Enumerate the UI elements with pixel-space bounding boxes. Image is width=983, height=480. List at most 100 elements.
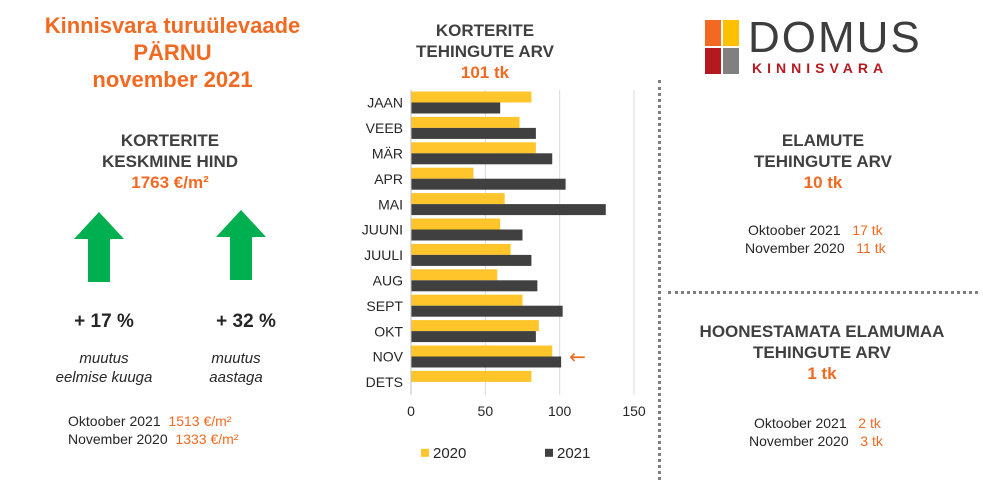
logo-name: DOMUS <box>748 13 922 62</box>
logo-mark-icon <box>705 20 739 74</box>
page-title: Kinnisvara turuülevaade PÄRNU november 2… <box>0 12 345 93</box>
category-label: AUG <box>373 273 403 289</box>
change-month-note-line1: muutus <box>79 350 129 367</box>
chart-header: KORTERITE TEHINGUTE ARV 101 tk <box>385 20 585 84</box>
land-prev-year: November 2020 3 tk <box>749 432 954 450</box>
bar-2020 <box>411 193 505 205</box>
chart-total: 101 tk <box>460 63 510 82</box>
change-year-note: muutus aastaga <box>186 349 286 387</box>
land-prev-month: Oktoober 2021 2 tk <box>754 414 954 432</box>
stat-value: 17 tk <box>852 222 883 238</box>
land-section: HOONESTAMATA ELAMUMAA TEHINGUTE ARV 1 tk <box>672 321 972 385</box>
land-title-line1: HOONESTAMATA ELAMUMAA <box>699 322 945 341</box>
avg-price-section: KORTERITE KESKMINE HIND 1763 €/m² <box>70 130 270 194</box>
page-title-line2: PÄRNU <box>133 40 212 65</box>
bar-2021 <box>411 153 553 165</box>
stat-label: Oktoober 2021 <box>754 415 847 431</box>
category-label: APR <box>374 171 403 187</box>
bar-2021 <box>411 305 563 317</box>
bar-2020 <box>411 142 536 154</box>
houses-title-line2: TEHINGUTE ARV <box>754 152 892 171</box>
category-label: NOV <box>373 349 404 365</box>
bar-2021 <box>411 178 566 190</box>
category-label: JUULI <box>364 247 403 263</box>
bar-2021 <box>411 280 538 292</box>
houses-value: 10 tk <box>803 173 843 192</box>
domus-logo <box>695 10 980 80</box>
houses-prev-year: November 2020 11 tk <box>745 239 948 257</box>
change-month-value: + 17 % <box>74 311 134 332</box>
stat-value: 3 tk <box>860 433 883 449</box>
bar-2021 <box>411 356 562 368</box>
category-label: SEPT <box>366 298 403 314</box>
bar-2020 <box>411 320 539 332</box>
category-label: JAAN <box>367 95 403 111</box>
bar-2020 <box>411 167 474 179</box>
stat-label: November 2020 <box>749 433 849 449</box>
change-month-note-line2: eelmise kuuga <box>55 369 153 386</box>
vertical-divider <box>658 80 661 480</box>
pointer-arrow-icon: ← <box>569 345 586 369</box>
change-year-value: + 32 % <box>216 311 276 332</box>
legend-label: 2021 <box>557 445 590 462</box>
stat-value: 1513 €/m² <box>168 413 232 429</box>
change-month-note: muutus eelmise kuuga <box>34 349 174 387</box>
houses-title-line1: ELAMUTE <box>781 131 865 150</box>
up-arrow-icon <box>74 212 124 282</box>
avg-price-title-line2: KESKMINE HIND <box>101 152 238 171</box>
change-year-note-line2: aastaga <box>209 369 263 386</box>
legend-swatch <box>421 448 429 457</box>
stat-label: Oktoober 2021 <box>748 222 841 238</box>
land-value: 1 tk <box>807 364 837 383</box>
category-label: DETS <box>366 374 403 390</box>
up-arrow-icon <box>216 210 266 280</box>
stat-label: November 2020 <box>745 240 845 256</box>
bar-2020 <box>411 294 523 306</box>
bar-2020 <box>411 116 520 128</box>
page-title-line1: Kinnisvara turuülevaade <box>44 13 301 38</box>
transactions-chart: JAAN VEEB MÄR APR MAI JUUNI JUULI AUG SEPT OKT NOV… <box>362 90 646 462</box>
bar-2021 <box>411 102 501 114</box>
bar-2021 <box>411 331 536 343</box>
bar-2021 <box>411 204 606 216</box>
legend-label: 2020 <box>433 445 466 462</box>
bar-2020 <box>411 345 553 357</box>
legend-swatch <box>545 448 553 457</box>
category-label: MÄR <box>372 146 403 162</box>
stat-value: 1333 €/m² <box>175 431 239 447</box>
x-tick-label: 100 <box>548 403 572 419</box>
bar-2021 <box>411 254 532 266</box>
houses-comparison: Oktoober 2021 17 tk November 2020 11 tk <box>745 221 948 257</box>
x-tick-label: 150 <box>622 403 646 419</box>
category-label: OKT <box>374 323 403 339</box>
avg-price-value: 1763 €/m² <box>131 173 209 192</box>
houses-prev-month: Oktoober 2021 17 tk <box>748 221 948 239</box>
avg-price-title-line1: KORTERITE <box>120 131 220 150</box>
chart-title-line2: TEHINGUTE ARV <box>416 42 554 61</box>
bar-2020 <box>411 370 532 382</box>
bar-2020 <box>411 91 532 103</box>
change-year-note-line1: muutus <box>211 350 261 367</box>
stat-value: 2 tk <box>858 415 881 431</box>
avg-price-prev-year: November 2020 1333 €/m² <box>68 430 308 448</box>
bar-2020 <box>411 243 511 255</box>
houses-section: ELAMUTE TEHINGUTE ARV 10 tk <box>700 130 946 194</box>
bar-2021 <box>411 127 536 139</box>
x-tick-label: 0 <box>407 403 415 419</box>
chart-title-line1: KORTERITE <box>435 21 535 40</box>
page-title-line3: november 2021 <box>92 67 253 92</box>
stat-label: November 2020 <box>68 431 168 447</box>
category-label: MAI <box>378 196 403 212</box>
category-label: VEEB <box>366 120 403 136</box>
bar-2020 <box>411 218 501 230</box>
avg-price-prev-month: Oktoober 2021 1513 €/m² <box>68 412 308 430</box>
bar-2021 <box>411 229 523 241</box>
horizontal-divider <box>668 291 978 294</box>
avg-price-comparison: Oktoober 2021 1513 €/m² November 2020 13… <box>68 412 308 448</box>
logo-subtitle: KINNISVARA <box>752 60 889 76</box>
bar-2020 <box>411 269 498 281</box>
category-label: JUUNI <box>362 222 403 238</box>
land-comparison: Oktoober 2021 2 tk November 2020 3 tk <box>749 414 954 450</box>
land-title-line2: TEHINGUTE ARV <box>753 343 891 362</box>
stat-value: 11 tk <box>856 240 886 256</box>
